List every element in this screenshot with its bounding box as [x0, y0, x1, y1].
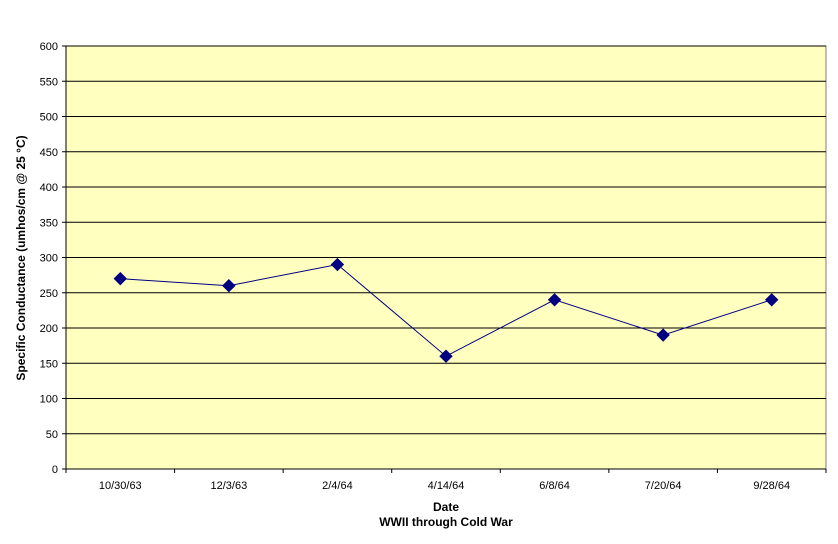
y-tick-label: 200 — [40, 323, 58, 335]
y-tick-label: 400 — [40, 182, 58, 194]
data-point-marker — [439, 349, 453, 363]
data-point-marker — [330, 257, 345, 272]
data-point-marker — [765, 293, 779, 307]
y-tick-label: 450 — [40, 147, 58, 159]
y-tick-label: 300 — [40, 253, 58, 265]
x-tick-label: 6/8/64 — [539, 480, 570, 492]
y-tick-label: 350 — [40, 217, 58, 229]
x-tick-label: 4/14/64 — [428, 480, 465, 492]
data-point-marker — [222, 278, 236, 293]
x-tick-labels: 10/30/63 12/3/63 2/4/64 4/14/64 6/8/64 7/20/6… — [99, 480, 790, 492]
y-tick-label: 600 — [40, 41, 58, 53]
x-tick-label: 7/20/64 — [645, 480, 682, 492]
x-tick-label: 10/30/63 — [99, 480, 142, 492]
x-tick-label: 2/4/64 — [322, 480, 353, 492]
data-point-marker — [547, 293, 562, 307]
y-tick-label: 500 — [40, 112, 58, 124]
x-tick-label: 12/3/63 — [211, 480, 248, 492]
y-tick-label: 150 — [40, 358, 58, 370]
grid-lines — [66, 45, 826, 435]
y-tick-label: 100 — [40, 394, 58, 406]
x-axis-title: Date — [433, 500, 459, 514]
data-point-marker — [113, 271, 127, 286]
y-tick-label: 0 — [52, 464, 58, 476]
x-tick-label: 9/28/64 — [753, 480, 790, 492]
y-tick-label: 50 — [46, 429, 58, 441]
y-tick-label: 250 — [40, 288, 58, 300]
y-tick-labels: 0 50 100 150 200 250 300 350 400 450 500 550 600 — [40, 41, 58, 476]
y-tick-label: 550 — [40, 76, 58, 88]
axes — [62, 45, 827, 473]
series-1 — [113, 257, 779, 363]
data-point-marker — [656, 328, 670, 342]
x-axis-subtitle: WWII through Cold War — [379, 515, 513, 529]
y-axis-title: Specific Conductance (umhos/cm @ 25 °C) — [14, 135, 28, 380]
